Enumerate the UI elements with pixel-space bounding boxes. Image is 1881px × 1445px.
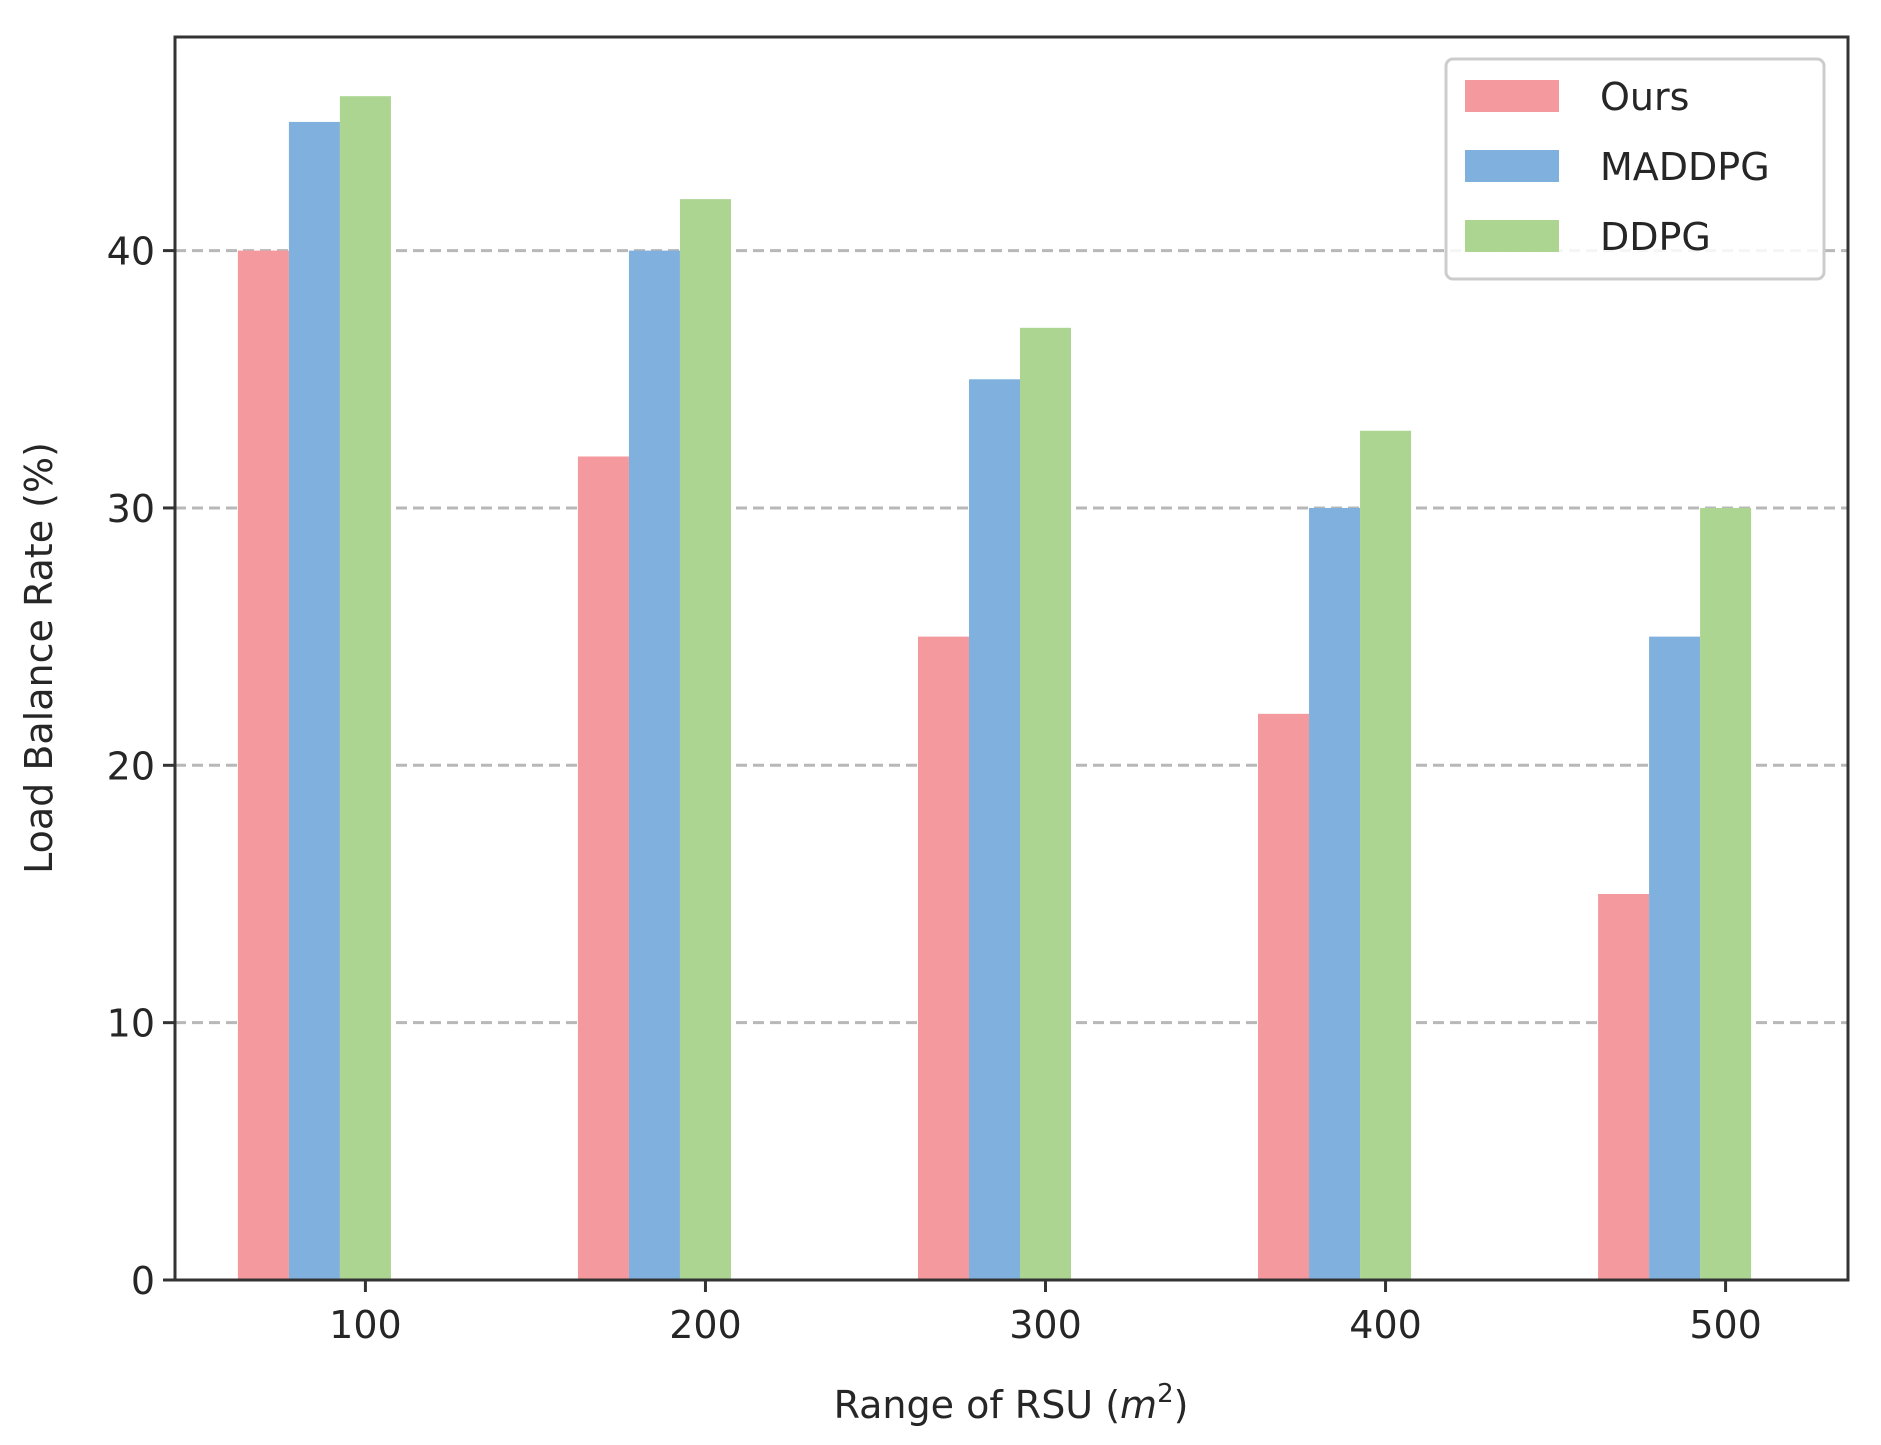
bar-maddpg-400 (1309, 507, 1361, 1280)
x-axis-label-close: ) (1174, 1383, 1189, 1427)
legend-swatch-ours (1465, 80, 1559, 112)
legend: Ours MADDPG DDPG (1444, 57, 1826, 281)
bar-ours-500 (1598, 893, 1650, 1280)
x-axis-label-exponent: 2 (1157, 1379, 1174, 1409)
legend-swatch-ddpg (1465, 220, 1559, 252)
bar-maddpg-100 (288, 121, 340, 1281)
x-tick-label: 200 (669, 1303, 742, 1347)
bar-ddpg-200 (679, 199, 731, 1281)
y-axis-label: Load Balance Rate (%) (17, 442, 61, 874)
bar-ours-200 (577, 456, 629, 1280)
legend-label-maddpg: MADDPG (1600, 145, 1770, 189)
bar-ours-300 (917, 636, 969, 1280)
legend-swatch-maddpg (1465, 150, 1559, 182)
bar-ddpg-100 (339, 96, 391, 1281)
bar-ours-100 (237, 250, 289, 1280)
bar-ddpg-300 (1020, 327, 1072, 1280)
bar-maddpg-200 (628, 250, 680, 1280)
bar-ddpg-500 (1700, 507, 1752, 1280)
x-tick-label: 500 (1689, 1303, 1762, 1347)
y-tick-label: 20 (107, 744, 155, 788)
axes-frame (173, 35, 1850, 1282)
y-tick-label: 40 (107, 230, 155, 274)
bar-ddpg-400 (1360, 430, 1412, 1280)
x-axis-label-unit: m (1120, 1383, 1157, 1427)
y-tick-label: 30 (107, 487, 155, 531)
ticks-layer: 0 10 20 30 40 100 200 300 400 500 (107, 230, 1762, 1347)
bars-layer (237, 96, 1752, 1281)
x-axis-label: Range of RSU (m2) (834, 1379, 1189, 1427)
y-tick-label: 0 (131, 1259, 155, 1303)
x-axis-label-text: Range of RSU ( (834, 1383, 1120, 1427)
legend-items: Ours MADDPG DDPG (1465, 75, 1770, 259)
legend-label-ddpg: DDPG (1600, 215, 1711, 259)
x-tick-label: 100 (329, 1303, 402, 1347)
bar-maddpg-300 (968, 379, 1021, 1280)
bar-ours-400 (1258, 713, 1310, 1280)
bar-maddpg-500 (1649, 636, 1701, 1280)
x-tick-label: 300 (1009, 1303, 1082, 1347)
legend-label-ours: Ours (1600, 75, 1689, 119)
x-tick-label: 400 (1349, 1303, 1422, 1347)
y-tick-label: 10 (107, 1002, 155, 1046)
